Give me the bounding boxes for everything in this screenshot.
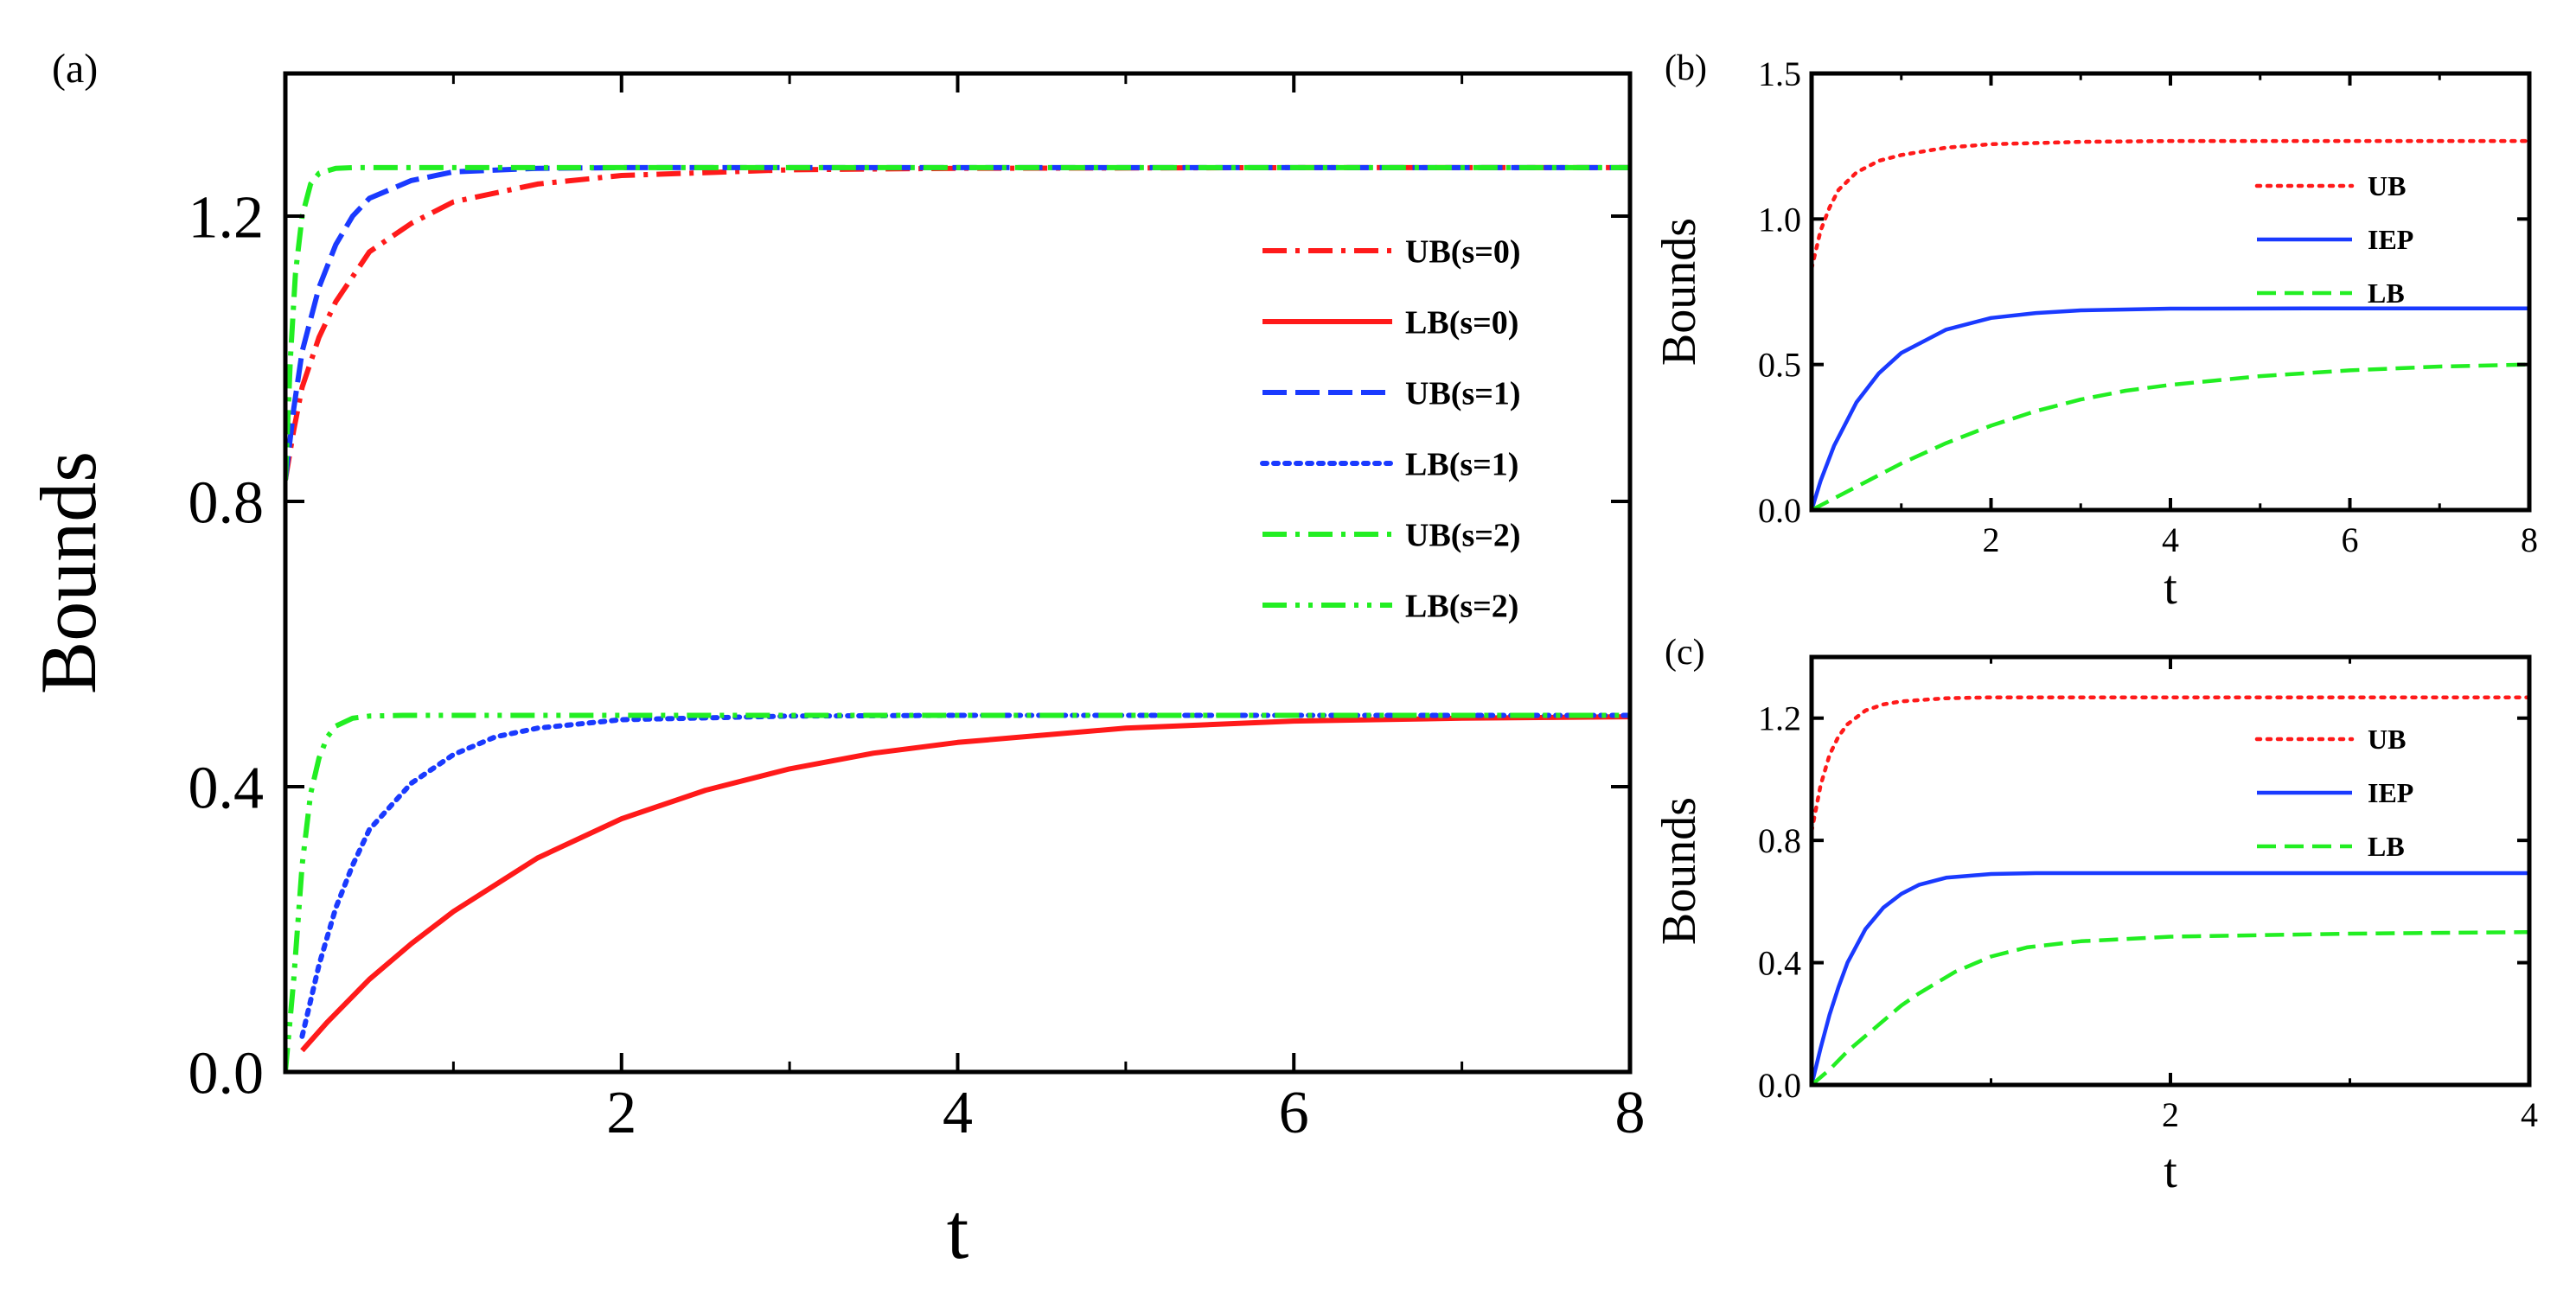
y-tick-label: 0.0 bbox=[1758, 491, 1801, 530]
legend-label: UB(s=1) bbox=[1405, 375, 1521, 411]
series-line-ub bbox=[1812, 695, 2529, 833]
x-axis-label: t bbox=[2164, 561, 2177, 615]
legend-label: IEP bbox=[2368, 224, 2413, 255]
x-tick-label: 4 bbox=[2162, 520, 2179, 559]
series-line-ub-s-2- bbox=[285, 164, 1630, 481]
plot-frame bbox=[283, 71, 1633, 1075]
series-line-ub-s-1- bbox=[285, 164, 1630, 481]
panel-label: (c) bbox=[1665, 633, 1705, 673]
legend-label: LB(s=2) bbox=[1405, 588, 1518, 624]
legend-label: LB bbox=[2368, 278, 2405, 309]
series-line-lb-s-2- bbox=[285, 712, 1630, 1072]
legend-label: LB(s=1) bbox=[1405, 446, 1518, 482]
series-line-lb-s-1- bbox=[299, 712, 1630, 1039]
legend-label: LB bbox=[2368, 831, 2405, 862]
x-tick-label: 8 bbox=[2521, 520, 2538, 559]
series-line-lb bbox=[1812, 929, 2529, 1085]
y-tick-label: 0.0 bbox=[1758, 1066, 1801, 1105]
y-tick-label: 1.0 bbox=[1758, 200, 1801, 239]
y-tick-label: 0.5 bbox=[1758, 346, 1801, 385]
plot-frame bbox=[1809, 654, 2532, 1088]
legend-label: UB(s=2) bbox=[1405, 517, 1521, 553]
x-tick-label: 4 bbox=[2521, 1095, 2538, 1134]
x-tick-label: 2 bbox=[606, 1080, 636, 1146]
y-axis-label: Bounds bbox=[1652, 218, 1706, 366]
plot-area bbox=[285, 164, 1630, 1072]
legend-label: UB bbox=[2368, 170, 2406, 201]
x-tick-label: 8 bbox=[1615, 1080, 1646, 1146]
legend-label: IEP bbox=[2368, 777, 2413, 808]
y-axis-label: Bounds bbox=[1652, 797, 1706, 945]
panel-b: 2 4 6 8 0.0 0.5 1.0 1.5 t Bounds (b) UB IEP LB bbox=[1652, 48, 2538, 615]
panel-label: (a) bbox=[52, 46, 98, 92]
y-tick-label: 0.4 bbox=[1758, 944, 1801, 983]
x-tick-label: 6 bbox=[1279, 1080, 1309, 1146]
series-line-ub-s-0- bbox=[285, 164, 1630, 481]
x-tick-label: 2 bbox=[1983, 520, 2000, 559]
series-line-iep bbox=[1812, 871, 2529, 1085]
series-line-ub bbox=[1812, 138, 2529, 271]
x-tick-label: 4 bbox=[943, 1080, 973, 1146]
legend-label: LB(s=0) bbox=[1405, 304, 1518, 341]
plot-area bbox=[1812, 695, 2529, 1085]
x-axis-label: t bbox=[947, 1187, 969, 1275]
legend: UB IEP LB bbox=[2254, 170, 2413, 309]
y-tick-label: 0.4 bbox=[189, 756, 265, 822]
x-tick-label: 2 bbox=[2162, 1095, 2179, 1134]
series-line-iep bbox=[1812, 306, 2529, 510]
legend-label: UB(s=0) bbox=[1405, 233, 1521, 270]
y-tick-label: 0.8 bbox=[189, 470, 265, 537]
panel-c: 2 4 0.0 0.4 0.8 1.2 t Bounds (c) UB IEP LB bbox=[1652, 633, 2538, 1198]
y-axis-label: Bounds bbox=[24, 451, 112, 694]
panel-a: 2 4 6 8 0.0 0.4 0.8 1.2 t Bounds (a) UB(s=0) LB(s=0)… bbox=[24, 46, 1646, 1275]
y-tick-label: 0.8 bbox=[1758, 821, 1801, 860]
y-tick-label: 1.5 bbox=[1758, 54, 1801, 93]
plot-area bbox=[1812, 138, 2529, 510]
legend-label: UB bbox=[2368, 724, 2406, 755]
y-tick-label: 0.0 bbox=[189, 1041, 265, 1107]
plot-frame bbox=[1809, 71, 2532, 513]
legend: UB(s=0) LB(s=0) UB(s=1) LB(s=1) UB(s=2) LB(s=… bbox=[1260, 233, 1521, 624]
x-axis-label: t bbox=[2164, 1145, 2177, 1198]
y-tick-label: 1.2 bbox=[189, 185, 265, 252]
legend: UB IEP LB bbox=[2254, 724, 2413, 862]
series-line-lb-s-0- bbox=[300, 714, 1630, 1053]
x-tick-label: 6 bbox=[2342, 520, 2359, 559]
series-line-lb bbox=[1812, 362, 2529, 510]
y-tick-label: 1.2 bbox=[1758, 699, 1801, 738]
panel-label: (b) bbox=[1665, 48, 1707, 88]
